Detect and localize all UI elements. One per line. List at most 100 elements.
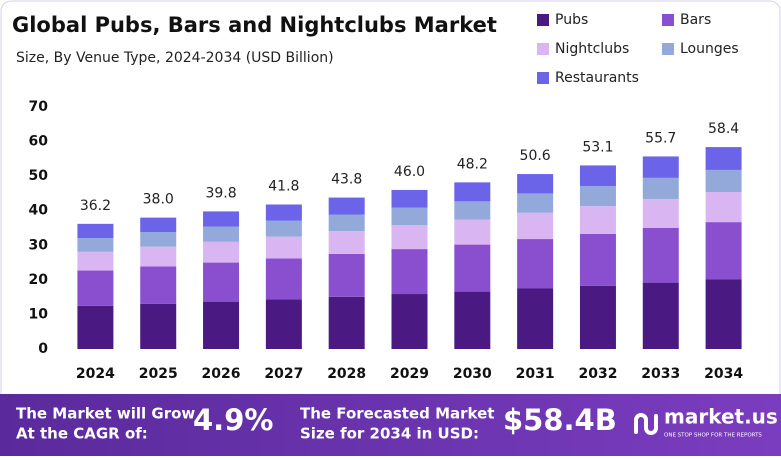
- legend-label: Bars: [680, 12, 711, 28]
- bar-segment: [454, 201, 491, 220]
- bar-segment: [328, 214, 365, 232]
- total-label: 43.8: [331, 172, 362, 188]
- y-tick-label: 10: [29, 306, 49, 322]
- bar-segment: [642, 228, 679, 283]
- bar-segment: [328, 197, 365, 215]
- bar-segment: [642, 156, 679, 178]
- y-tick-label: 0: [38, 341, 48, 357]
- y-tick-label: 40: [29, 203, 49, 219]
- bar-segment: [642, 198, 679, 228]
- bar-segment: [328, 253, 365, 297]
- bar-segment: [203, 241, 240, 263]
- brand-logo: [634, 413, 658, 435]
- bar-segment: [140, 246, 177, 267]
- y-tick-label: 50: [29, 168, 49, 184]
- legend-swatch: [537, 14, 549, 26]
- bar-segment: [705, 192, 742, 223]
- x-tick-label: 2026: [202, 366, 241, 382]
- bar-segment: [579, 206, 616, 234]
- bar-segment: [203, 301, 240, 349]
- bar-segment: [454, 219, 491, 245]
- bar-segment: [203, 226, 240, 242]
- bar-segment: [140, 217, 177, 233]
- bar-segment: [77, 251, 114, 271]
- y-tick-label: 20: [29, 272, 49, 288]
- legend-label: Restaurants: [555, 70, 639, 86]
- footer-text: At the CAGR of:: [16, 425, 148, 443]
- bar-segment: [77, 238, 114, 252]
- bar-segment: [328, 296, 365, 349]
- total-label: 58.4: [708, 121, 739, 137]
- bar-segment: [517, 212, 554, 240]
- bar-segment: [265, 258, 302, 300]
- footer-band: [0, 394, 781, 456]
- total-label: 48.2: [457, 156, 488, 172]
- bar-segment: [265, 236, 302, 259]
- bar-segment: [454, 182, 491, 202]
- bar-segment: [517, 288, 554, 349]
- chart-title: Global Pubs, Bars and Nightclubs Market: [12, 13, 497, 37]
- x-tick-label: 2028: [327, 366, 366, 382]
- bar-segment: [579, 186, 616, 207]
- total-label: 50.6: [520, 148, 551, 164]
- bar-segment: [705, 222, 742, 280]
- bar-segment: [203, 262, 240, 302]
- bar-segment: [642, 282, 679, 349]
- x-tick-label: 2033: [641, 366, 680, 382]
- bar-segment: [579, 285, 616, 349]
- bar-segment: [705, 169, 742, 193]
- bar-segment: [517, 174, 554, 194]
- bar-segment: [454, 291, 491, 349]
- bar-segment: [579, 233, 616, 286]
- total-label: 36.2: [80, 198, 111, 214]
- chart-subtitle: Size, By Venue Type, 2024-2034 (USD Bill…: [16, 50, 334, 66]
- bar-segment: [77, 270, 114, 306]
- x-tick-label: 2031: [516, 366, 555, 382]
- bar-segment: [140, 232, 177, 247]
- bar-segment: [391, 294, 428, 349]
- brand: market.us: [664, 405, 778, 429]
- legend-label: Pubs: [555, 12, 588, 28]
- bar-segment: [140, 266, 177, 304]
- legend-label: Lounges: [680, 41, 739, 57]
- footer-text: Size for 2034 in USD:: [300, 425, 479, 443]
- bar-segment: [77, 223, 114, 239]
- legend-label: Nightclubs: [555, 41, 629, 57]
- total-label: 46.0: [394, 164, 425, 180]
- x-tick-label: 2030: [453, 366, 492, 382]
- x-tick-label: 2029: [390, 366, 429, 382]
- bar-segment: [705, 279, 742, 349]
- y-tick-label: 70: [29, 99, 49, 115]
- bar-segment: [454, 244, 491, 292]
- x-tick-label: 2032: [578, 366, 617, 382]
- legend-swatch: [537, 43, 549, 55]
- footer-text: The Forecasted Market: [300, 405, 494, 423]
- bar-segment: [265, 220, 302, 237]
- forecast-value: $58.4B: [503, 403, 617, 437]
- legend-swatch: [537, 72, 549, 84]
- bar-segment: [140, 303, 177, 349]
- bar-segment: [77, 305, 114, 349]
- bar-segment: [642, 177, 679, 199]
- bar-segment: [517, 193, 554, 213]
- total-label: 55.7: [645, 130, 676, 146]
- legend-swatch: [662, 14, 674, 26]
- total-label: 53.1: [582, 139, 613, 155]
- x-tick-label: 2025: [139, 366, 178, 382]
- legend-swatch: [662, 43, 674, 55]
- bar-segment: [391, 249, 428, 295]
- x-tick-label: 2027: [264, 366, 303, 382]
- total-label: 38.0: [143, 192, 174, 208]
- y-tick-label: 60: [29, 134, 49, 150]
- y-tick-label: 30: [29, 237, 49, 253]
- bar-segment: [265, 299, 302, 349]
- bar-segment: [579, 165, 616, 187]
- cagr-value: 4.9%: [193, 403, 273, 437]
- total-label: 41.8: [268, 178, 299, 194]
- bar-segment: [391, 225, 428, 250]
- total-label: 39.8: [205, 185, 236, 201]
- brand-tagline: ONE STOP SHOP FOR THE REPORTS: [664, 433, 762, 439]
- footer-text: The Market will Grow: [16, 405, 195, 423]
- bar-segment: [203, 211, 240, 227]
